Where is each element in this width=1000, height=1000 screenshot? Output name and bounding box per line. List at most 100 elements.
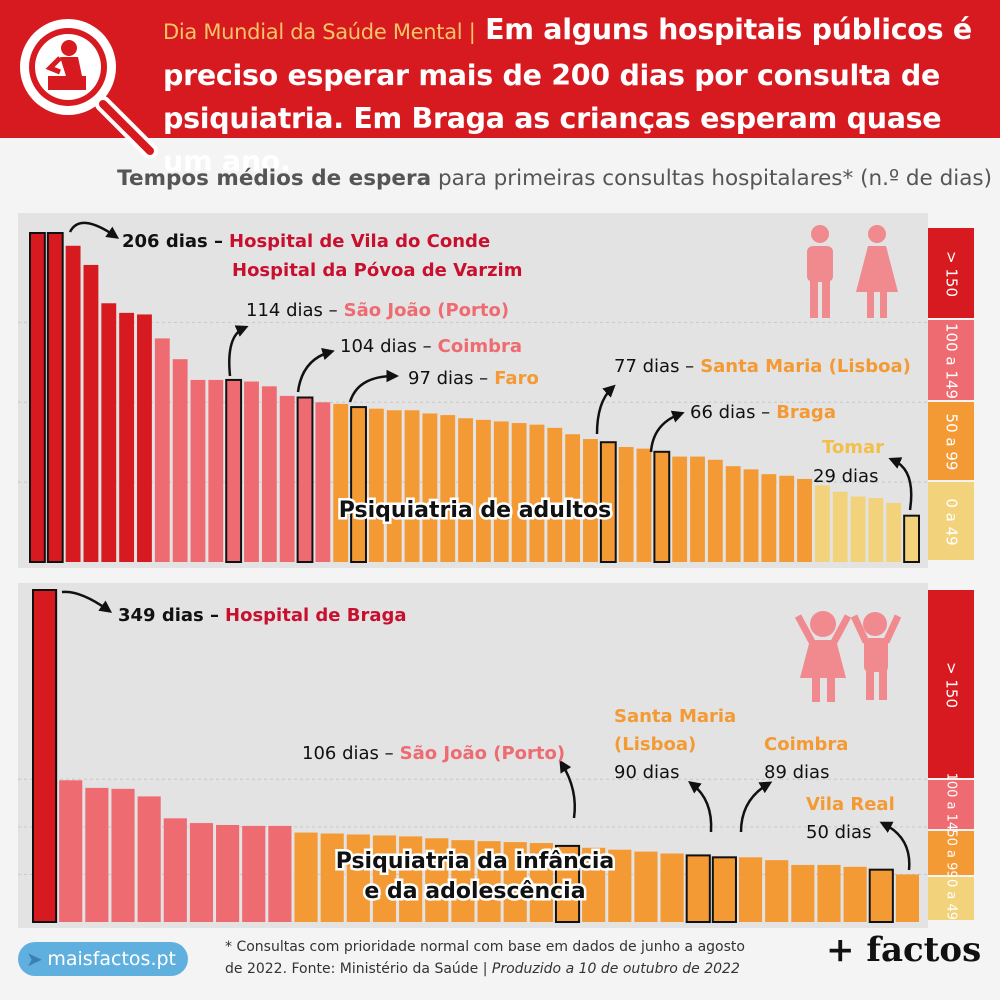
label-tomar-name: Tomar [822,437,884,458]
label-sm-adult-name: Santa Maria (Lisboa) [700,356,911,377]
bar-13 [261,386,277,562]
bar-29 [547,427,563,562]
brand-logo: + factos [826,930,982,970]
label-faro-value: 97 dias – [408,368,488,389]
label-sj-child-name: São João (Porto) [400,743,565,764]
adult-chart-title: Psiquiatria de adultos [339,498,611,523]
bar-29 [791,864,815,922]
bar-14 [399,836,423,922]
bar-12 [346,834,370,922]
arrow-vila-real [879,821,911,871]
legend-swatch-0 [928,228,974,318]
bar-31 [843,866,867,922]
bar-48 [886,502,902,562]
arrow-sao-joao-child [559,759,576,819]
site-link-badge[interactable]: ➤ maisfactos.pt [18,942,188,976]
bar-17 [477,841,501,922]
label-coimbra-adult-name: Coimbra [438,336,522,357]
arrow-coimbra-child [739,781,773,833]
bar-8 [242,825,266,922]
bar-4 [101,303,117,562]
magnifier-person-logo-icon [20,19,158,159]
bar-14 [279,395,295,562]
bar-9 [268,825,292,922]
bar-22 [608,849,632,922]
bar-45 [832,491,848,562]
bar-23 [440,415,456,562]
bar-30 [817,864,841,922]
label-vila-real-value: 50 dias [806,822,871,843]
bar-7 [154,338,170,562]
bar-17 [333,403,349,562]
bar-22 [422,413,438,562]
bar-9 [190,379,206,562]
highlighted-bar-0 [32,589,58,923]
label-sm-child-value: 90 dias [614,762,679,783]
highlighted-bar-1 [46,232,64,563]
bar-46 [850,496,866,562]
bar-18 [503,842,527,922]
legend-label-3: 0 a 49 [944,879,959,920]
headline-text: Em alguns hospitais públicos é preciso e… [163,13,972,178]
arrow-tomar [888,457,913,511]
bar-21 [582,847,606,922]
bar-42 [779,475,795,562]
header-banner [0,0,1000,138]
label-coimbra-child-value: 89 dias [764,762,829,783]
label-povoa-de-varzim: Hospital da Póvoa de Varzim [232,260,523,281]
highlighted-bar-49 [903,514,920,563]
bar-20 [386,410,402,562]
arrow-santa-maria-adult [595,384,616,435]
label-sm-adult-value: 77 dias – [614,356,694,377]
bar-39 [725,466,741,562]
headline: Dia Mundial da Saúde Mental | Em alguns … [163,8,995,183]
highlighted-bar-25 [685,854,711,923]
highlighted-bar-20 [554,844,581,923]
footer-note: * Consultas com prioridade normal com ba… [225,936,825,980]
bar-36 [672,456,688,562]
bar-23 [634,851,658,922]
bar-16 [315,402,331,562]
svg-text:104 dias –Coimbra: 104 dias – Coimbra [340,336,522,357]
label-sj-adult-value: 114 dias – [246,300,338,321]
legend-label-1: 100 a 149 [944,773,959,839]
bar-7 [216,824,240,922]
bar-28 [529,424,545,562]
bar-47 [868,498,884,562]
label-faro-name: Faro [494,368,539,389]
label-vila-do-conde: Hospital de Vila do Conde [229,231,490,252]
legend-swatch-1 [928,320,974,400]
bar-33 [895,874,919,922]
bar-19 [529,843,553,922]
adult-legend: > 150 100 a 149 50 a 99 0 a 49 [928,228,974,560]
bar-4 [137,796,161,922]
child-arrows [61,590,911,871]
headline-kicker: Dia Mundial da Saúde Mental | [163,20,476,44]
highlighted-bar-32 [868,868,894,923]
legend-label-0: > 150 [943,662,961,708]
svg-text:114 dias –São João (Porto): 114 dias – São João (Porto) [246,300,509,321]
legend-swatch-2 [928,831,974,875]
bar-27 [738,857,763,922]
bar-19 [368,408,384,562]
adult-labels: 206 dias – Hospital de Vila do Conde Hosp… [122,231,911,526]
bar-2 [85,787,109,922]
adult-bars [29,232,920,563]
label-sm-child-name1: Santa Maria [614,706,736,727]
label-sj-adult-name: São João (Porto) [344,300,509,321]
legend-swatch-2 [928,402,974,480]
svg-text:66 dias –Braga: 66 dias – Braga [690,402,836,423]
bar-6 [189,823,214,922]
svg-text:106 dias –São João (Porto): 106 dias – São João (Porto) [302,743,565,764]
legend-swatch-1 [928,780,974,829]
subtitle-rest: para primeiras consultas hospitalares* (… [437,166,992,191]
bar-15 [425,838,449,922]
bar-34 [636,448,652,562]
site-label: maisfactos.pt [47,948,176,970]
bar-44 [814,485,830,562]
bar-10 [208,379,224,562]
highlighted-bar-18 [350,406,367,563]
arrow-faro [348,369,399,403]
